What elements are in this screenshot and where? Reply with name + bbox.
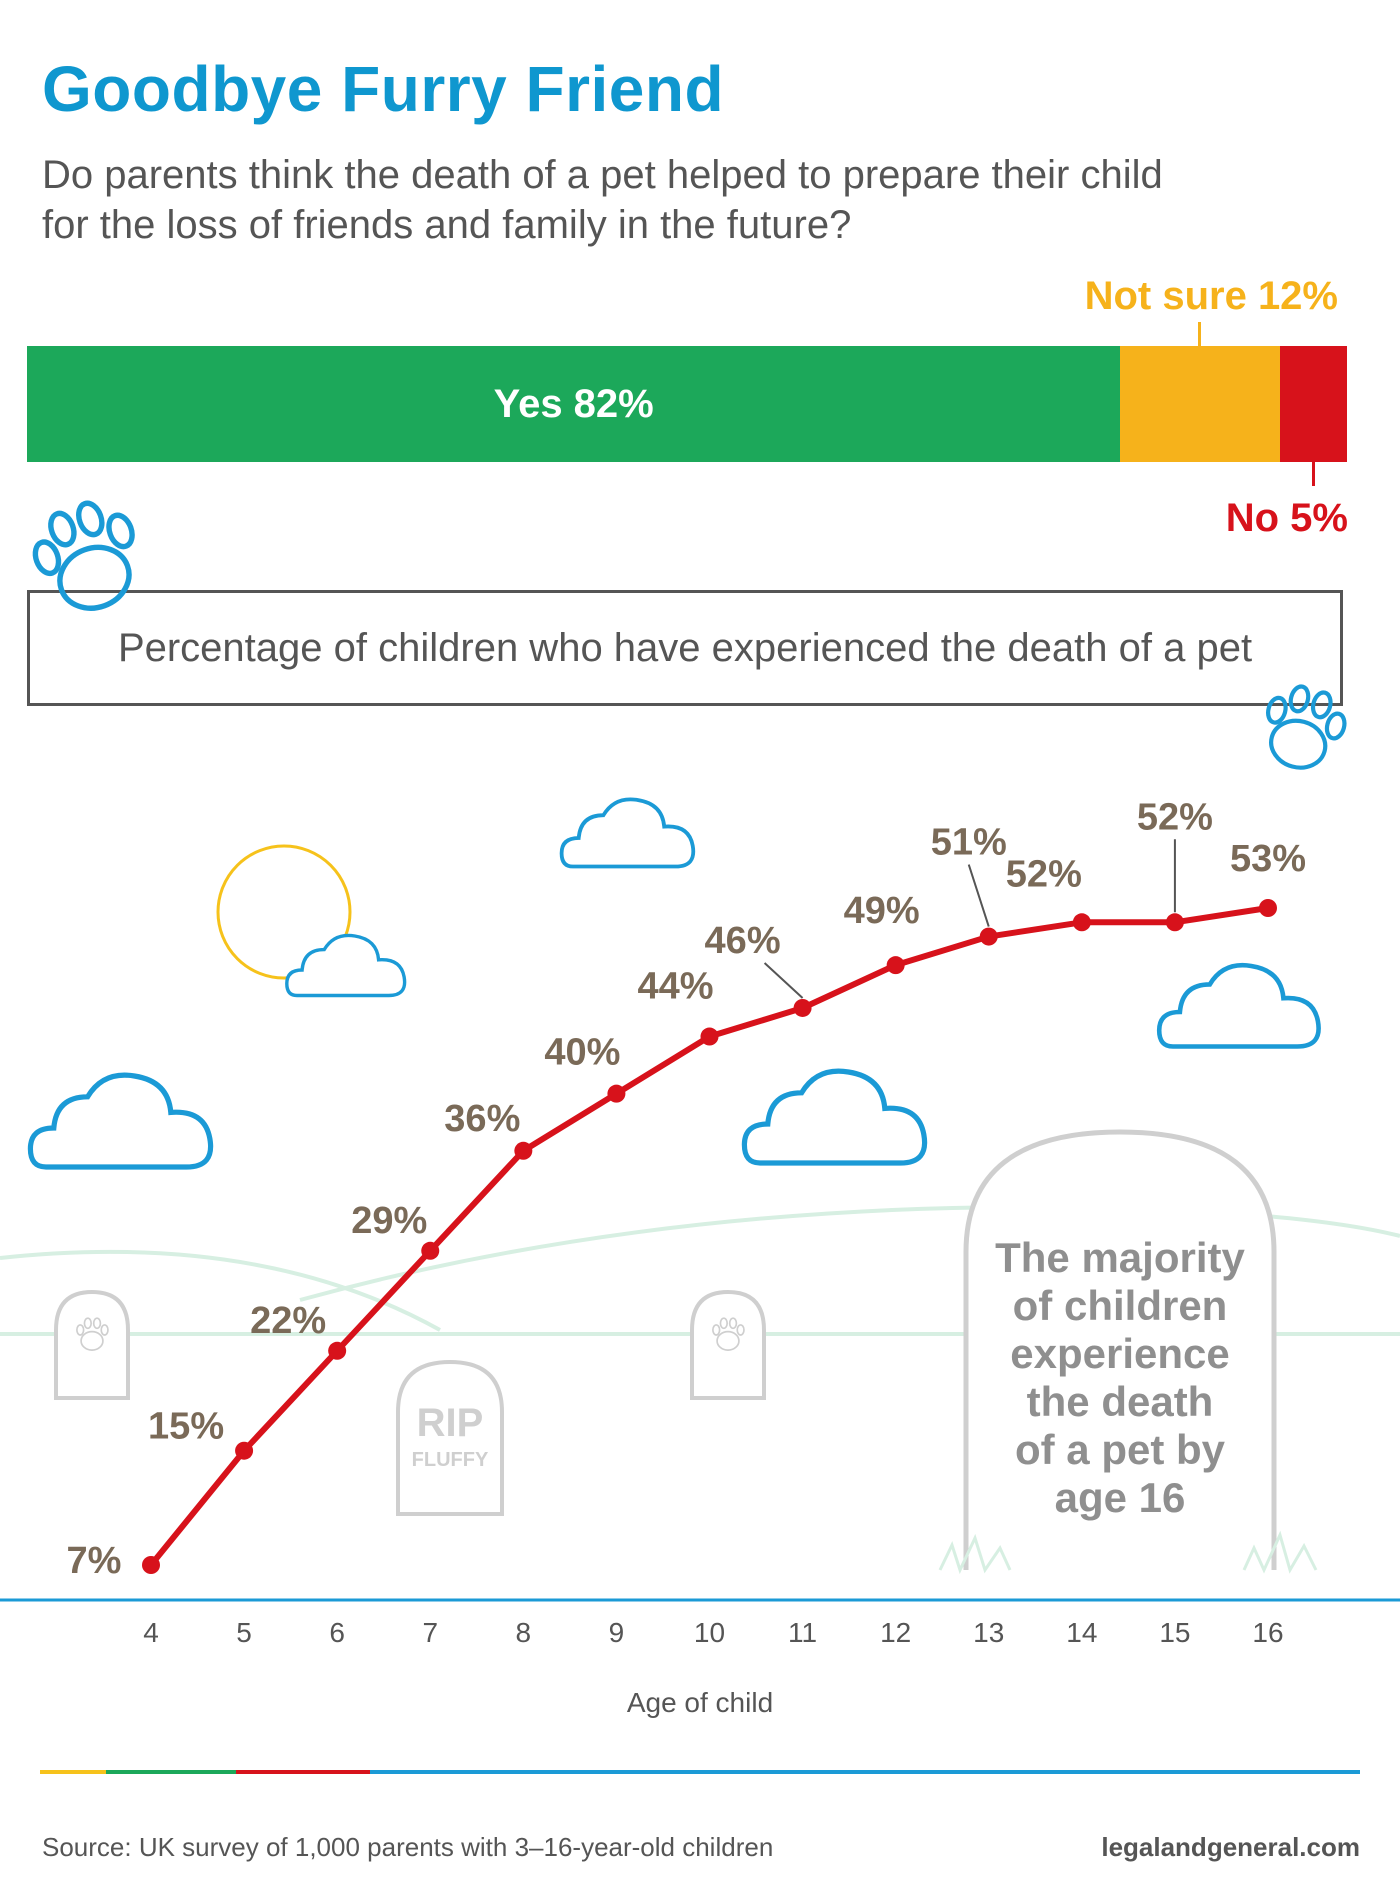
- source-note: Source: UK survey of 1,000 parents with …: [42, 1832, 774, 1862]
- data-label: 36%: [444, 1098, 520, 1140]
- x-tick-label: 10: [694, 1617, 725, 1648]
- x-tick-label: 12: [880, 1617, 911, 1648]
- gravestone-icon: [54, 1289, 130, 1400]
- data-point: [1072, 913, 1091, 932]
- not-sure-segment: [1120, 346, 1281, 462]
- x-tick-label: 15: [1159, 1617, 1190, 1648]
- no-segment: [1280, 346, 1347, 462]
- grass-icon: [1242, 1530, 1318, 1574]
- not-sure-label: Not sure 12%: [1084, 274, 1338, 318]
- tombstone-note-line: experience: [1010, 1330, 1229, 1377]
- data-point: [142, 1556, 160, 1574]
- data-point: [886, 956, 905, 975]
- no-leader-line: [1312, 462, 1315, 486]
- footer-rule-green: [106, 1770, 236, 1774]
- survey-stacked-bar: Yes 82%: [27, 346, 1347, 462]
- x-tick-label: 6: [329, 1617, 345, 1648]
- tombstone-note-line: the death: [1027, 1378, 1214, 1425]
- x-tick-label: 9: [609, 1617, 625, 1648]
- chart-title: Percentage of children who have experien…: [117, 625, 1253, 670]
- cloud-icon: [30, 1075, 210, 1167]
- data-label: 46%: [705, 920, 781, 962]
- hill-line: [0, 1249, 441, 1332]
- x-tick-label: 13: [973, 1617, 1004, 1648]
- data-label-leader: [763, 962, 804, 999]
- data-label: 22%: [250, 1300, 326, 1342]
- cloud-icon: [559, 797, 696, 869]
- gravestone-icon: [690, 1289, 766, 1400]
- tombstone-note-line: of a pet by: [1015, 1426, 1226, 1473]
- cloud-icon: [1159, 965, 1318, 1046]
- data-label: 44%: [637, 966, 713, 1008]
- yes-segment: Yes 82%: [27, 346, 1121, 462]
- footer-rule-yellow: [40, 1770, 106, 1774]
- paw-icon: [24, 492, 153, 623]
- tombstone-note-line: The majority: [995, 1234, 1245, 1281]
- paw-icon: [1256, 680, 1352, 777]
- data-point: [235, 1441, 254, 1460]
- data-label: 7%: [67, 1540, 122, 1582]
- footer-rule-blue: [370, 1770, 1360, 1774]
- x-tick-label: 11: [788, 1617, 817, 1648]
- data-label: 15%: [148, 1406, 224, 1448]
- data-point: [421, 1241, 440, 1260]
- data-point: [700, 1027, 719, 1046]
- cloud-icon: [285, 933, 407, 998]
- tombstone-note-line: age 16: [1055, 1474, 1186, 1521]
- data-point: [979, 927, 998, 946]
- data-label: 52%: [1006, 853, 1082, 895]
- tombstone-note: The majority of children experience the dea…: [995, 1234, 1245, 1521]
- not-sure-leader-line: [1198, 322, 1201, 346]
- data-point: [514, 1141, 533, 1160]
- data-point: [328, 1341, 347, 1360]
- page-title: Goodbye Furry Friend: [42, 53, 725, 125]
- rip-gravestone: RIP FLUFFY: [396, 1359, 504, 1516]
- cloud-icon: [744, 1071, 924, 1163]
- x-tick-label: 16: [1252, 1617, 1283, 1648]
- data-label: 49%: [844, 890, 920, 932]
- sun-icon: [216, 844, 352, 980]
- footer-rule-red: [236, 1770, 370, 1774]
- data-label: 53%: [1230, 838, 1306, 880]
- x-tick-label: 5: [236, 1617, 252, 1648]
- data-point: [1259, 899, 1277, 917]
- x-tick-label: 8: [516, 1617, 532, 1648]
- data-label: 51%: [931, 822, 1007, 864]
- data-point: [607, 1084, 626, 1103]
- data-label: 40%: [544, 1032, 620, 1074]
- data-label-leader: [967, 864, 990, 927]
- x-tick-label: 14: [1066, 1617, 1097, 1648]
- tombstone-note-line: of children: [1013, 1282, 1228, 1329]
- data-point: [793, 998, 812, 1017]
- data-label: 29%: [351, 1200, 427, 1242]
- data-point: [1165, 913, 1184, 932]
- data-label: 52%: [1137, 796, 1213, 838]
- x-tick-label: 7: [422, 1617, 438, 1648]
- x-axis-label: Age of child: [627, 1687, 773, 1718]
- x-tick-label: 4: [143, 1617, 159, 1648]
- page-subtitle: Do parents think the death of a pet help…: [42, 153, 1163, 247]
- chart-title-box: Percentage of children who have experien…: [27, 590, 1343, 706]
- yes-label: Yes 82%: [493, 381, 654, 426]
- tombstone-callout: The majority of children experience the dea…: [938, 1129, 1318, 1575]
- rip-text: RIP: [417, 1401, 484, 1445]
- grass-icon: [938, 1533, 1012, 1575]
- no-label: No 5%: [1225, 496, 1348, 540]
- rip-name: FLUFFY: [412, 1449, 489, 1471]
- site-url: legalandgeneral.com: [1101, 1832, 1360, 1862]
